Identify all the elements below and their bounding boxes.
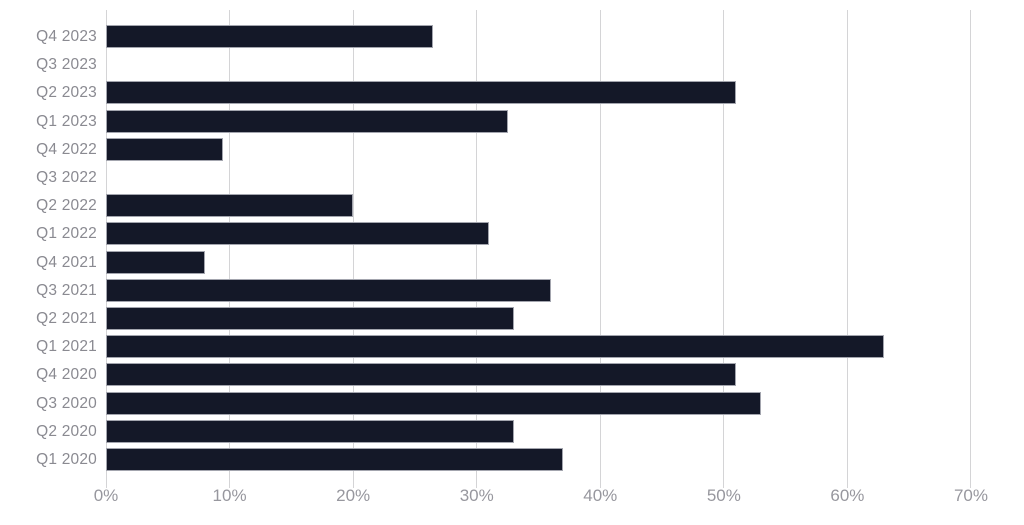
bar-q4-2023 — [106, 25, 434, 48]
bar-q4-2022 — [106, 137, 224, 161]
y-axis-label: Q4 2022 — [36, 140, 97, 158]
x-axis-label: 70% — [953, 486, 988, 505]
y-axis-label: Q3 2022 — [36, 169, 97, 186]
x-axis-label: 50% — [706, 486, 741, 505]
y-axis-label: Q4 2020 — [36, 366, 97, 384]
gridline-40% — [599, 10, 601, 488]
y-axis-label: Q3 2020 — [36, 394, 97, 412]
bar-q4-2021 — [106, 250, 205, 274]
x-axis-label: 0% — [93, 486, 119, 505]
gridline-20% — [352, 10, 354, 488]
gridline-10% — [229, 10, 231, 488]
y-axis-label: Q2 2021 — [36, 310, 97, 327]
gridline-0% — [105, 10, 107, 488]
y-axis-label: Q2 2023 — [36, 84, 97, 102]
y-axis-label: Q1 2021 — [36, 338, 97, 356]
x-axis-label: 20% — [336, 486, 371, 505]
x-axis-label: 60% — [830, 486, 865, 505]
bar-q2-2023 — [106, 81, 737, 105]
gridline-60% — [846, 10, 848, 488]
y-axis-label: Q1 2023 — [36, 112, 97, 130]
bar-q2-2022 — [106, 194, 354, 218]
bar-q2-2020 — [106, 419, 514, 443]
y-axis-label: Q2 2020 — [36, 422, 97, 440]
bar-q1-2022 — [106, 222, 490, 246]
bar-q4-2020 — [106, 363, 737, 387]
bar-q1-2021 — [106, 335, 885, 359]
bar-q2-2021 — [106, 307, 514, 330]
gridline-50% — [723, 10, 725, 488]
y-axis-label: Q1 2022 — [36, 225, 97, 243]
bar-q3-2021 — [106, 278, 551, 302]
x-axis-label: 40% — [583, 486, 618, 505]
bar-q1-2023 — [106, 109, 508, 133]
y-axis-label: Q4 2023 — [36, 28, 97, 45]
y-axis-label: Q4 2021 — [36, 253, 97, 271]
y-axis-label: Q1 2020 — [36, 451, 97, 468]
bar-q3-2020 — [106, 391, 761, 415]
y-axis-label: Q3 2021 — [36, 281, 97, 299]
y-axis-label: Q3 2023 — [36, 56, 97, 74]
gridline-70% — [970, 10, 972, 488]
y-axis-label: Q2 2022 — [36, 197, 97, 215]
bar-q1-2020 — [106, 448, 564, 471]
x-axis-label: 30% — [459, 486, 494, 505]
x-axis-label: 10% — [212, 486, 247, 505]
gridline-30% — [476, 10, 478, 488]
